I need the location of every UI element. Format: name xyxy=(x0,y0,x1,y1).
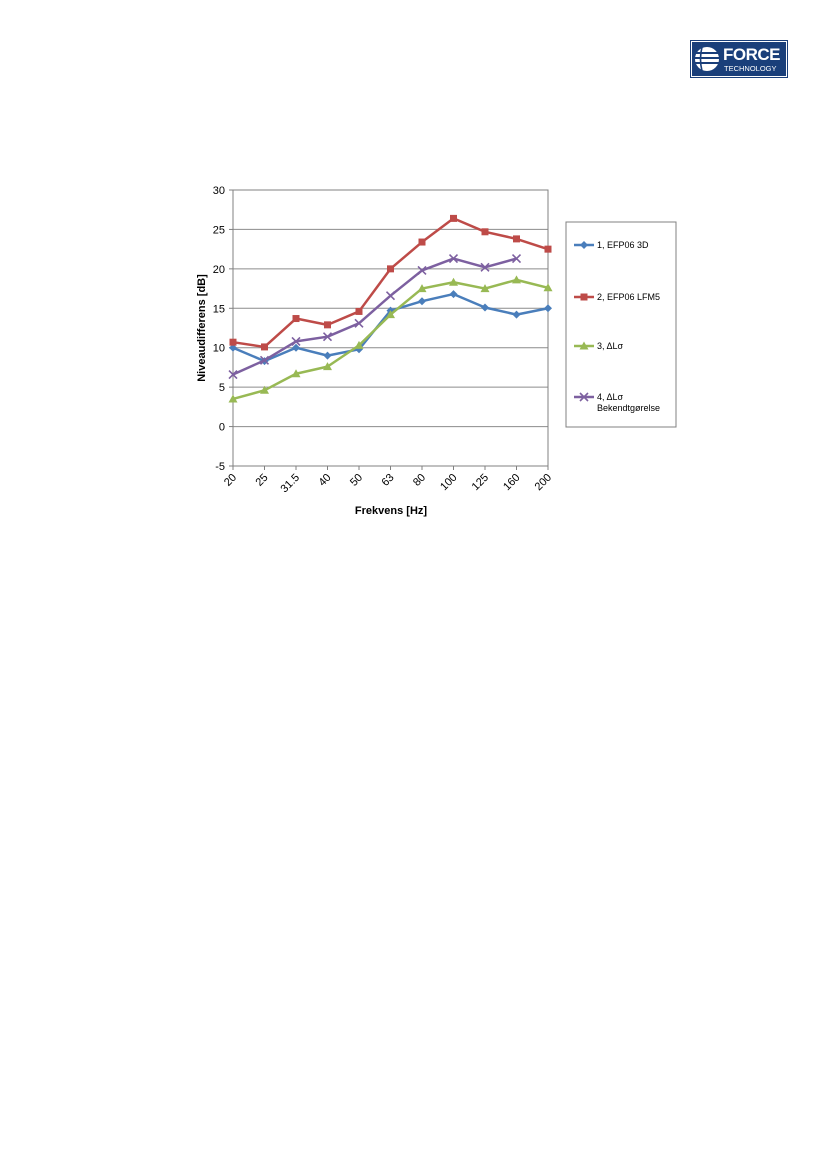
data-point xyxy=(481,303,489,312)
data-point xyxy=(229,343,237,352)
force-technology-logo: FORCE TECHNOLOGY xyxy=(690,40,788,78)
grid-lines xyxy=(233,189,548,467)
data-point xyxy=(387,265,394,273)
data-point xyxy=(291,369,301,378)
series-2 xyxy=(229,214,552,351)
data-point xyxy=(260,385,269,394)
x-tick-label: 40 xyxy=(316,472,333,489)
data-point xyxy=(512,310,521,319)
x-tick-label: 50 xyxy=(348,472,365,489)
legend-label: 3, ΔLσ xyxy=(597,341,624,351)
legend-entry-1: 1, EFP06 3D xyxy=(574,240,649,250)
data-point xyxy=(355,307,363,315)
data-point xyxy=(228,394,238,403)
data-point xyxy=(292,343,300,352)
data-point xyxy=(322,332,333,342)
x-tick-label: 25 xyxy=(253,472,270,489)
legend-label: 1, EFP06 3D xyxy=(597,240,649,250)
data-point xyxy=(259,355,270,365)
x-tick-label: 31.5 xyxy=(278,472,302,496)
data-point xyxy=(543,283,553,292)
series-3 xyxy=(228,275,553,403)
y-tick-label: -5 xyxy=(215,461,225,473)
data-point xyxy=(481,228,489,236)
data-point xyxy=(512,275,521,284)
y-tick-label: 15 xyxy=(213,303,225,315)
y-tick-label: 20 xyxy=(213,264,225,276)
x-tick-label: 160 xyxy=(501,472,522,493)
globe-icon xyxy=(695,46,719,72)
y-axis-title: Niveaudifferens [dB] xyxy=(196,274,208,382)
data-point xyxy=(291,336,301,346)
y-tick-label: 0 xyxy=(219,422,225,434)
data-point xyxy=(323,351,332,360)
legend-frame xyxy=(565,221,677,428)
logo-line1: FORCE xyxy=(723,45,780,64)
x-axis-title: Frekvens [Hz] xyxy=(355,505,427,517)
series-4 xyxy=(228,254,522,380)
legend-label: 2, EFP06 LFM5 xyxy=(597,292,660,302)
x-tick-label: 63 xyxy=(379,472,396,489)
data-point xyxy=(292,315,300,323)
data-point xyxy=(323,362,332,371)
logo-line2: TECHNOLOGY xyxy=(724,64,777,73)
data-point xyxy=(417,284,427,293)
legend-swatch-marker xyxy=(580,293,588,301)
data-point xyxy=(385,291,396,301)
data-point xyxy=(448,254,459,264)
legend-swatch-marker xyxy=(580,241,588,249)
data-point xyxy=(386,310,395,319)
data-point xyxy=(449,277,458,286)
series-line xyxy=(232,217,549,349)
legend-swatch-marker xyxy=(579,392,589,402)
data-point xyxy=(544,245,552,253)
data-point xyxy=(261,343,268,351)
y-tick-label: 5 xyxy=(219,382,225,394)
data-point xyxy=(544,304,552,313)
data-point xyxy=(449,290,458,299)
axis-ticks: -5 0 5 10 15 20 25 30 20 25 31.5 40 50 63 80 100 125 160 2… xyxy=(213,185,554,495)
series-line xyxy=(232,278,549,401)
data-point xyxy=(480,262,490,272)
data-point xyxy=(513,235,520,243)
data-point xyxy=(450,214,457,222)
series-line xyxy=(232,257,517,376)
data-point xyxy=(511,254,522,264)
data-point xyxy=(480,284,490,293)
x-tick-label: 125 xyxy=(470,472,491,493)
y-tick-label: 10 xyxy=(213,343,225,355)
legend-entry-3: 3, ΔLσ xyxy=(574,341,624,351)
data-point xyxy=(417,265,427,275)
data-point xyxy=(354,340,364,349)
legend: 1, EFP06 3D 2, EFP06 LFM5 3, ΔLσ 4, ΔLσBeke… xyxy=(565,221,677,428)
y-tick-label: 25 xyxy=(213,224,225,236)
y-tick-label: 30 xyxy=(213,185,225,197)
data-point xyxy=(354,318,364,328)
x-tick-label: 100 xyxy=(438,472,459,493)
data-point xyxy=(418,297,426,306)
data-point xyxy=(324,321,331,329)
x-tick-label: 20 xyxy=(222,472,239,489)
legend-label-line2: Bekendtgørelse xyxy=(597,403,660,413)
legend-swatch-marker xyxy=(579,341,589,350)
legend-entry-2: 2, EFP06 LFM5 xyxy=(574,292,660,302)
x-tick-label: 200 xyxy=(533,472,554,493)
series-group xyxy=(228,214,553,403)
legend-label: 4, ΔLσ xyxy=(597,392,624,402)
data-point xyxy=(418,238,426,246)
plot-area-frame xyxy=(232,189,549,467)
line-chart: -5 0 5 10 15 20 25 30 20 25 31.5 40 50 63 80 100 125 160 2… xyxy=(196,185,677,517)
data-point xyxy=(228,369,238,380)
data-point xyxy=(229,338,237,346)
x-tick-label: 80 xyxy=(411,472,428,489)
